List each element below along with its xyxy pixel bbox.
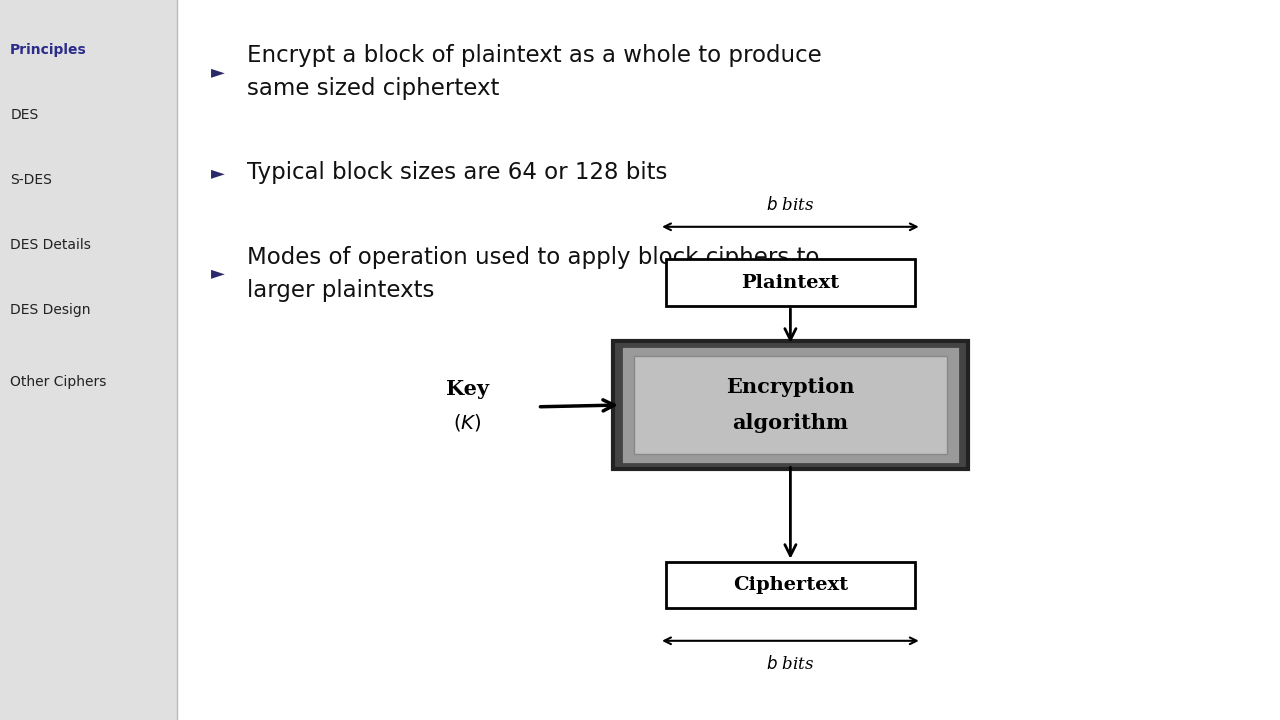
Bar (666, 562, 915, 608)
Bar (634, 356, 947, 454)
Text: Plaintext: Plaintext (741, 274, 840, 292)
Bar (666, 259, 915, 306)
Bar (613, 341, 968, 469)
Text: Encrypt a block of plaintext as a whole to produce
same sized ciphertext: Encrypt a block of plaintext as a whole … (247, 44, 822, 100)
Text: ►: ► (211, 163, 224, 181)
Text: $b$ bits: $b$ bits (767, 196, 814, 214)
Text: $b$ bits: $b$ bits (767, 655, 814, 673)
Text: Principles: Principles (10, 43, 87, 58)
Text: Ciphertext: Ciphertext (733, 576, 847, 594)
Text: ►: ► (211, 265, 224, 282)
Text: S-DES: S-DES (10, 173, 52, 187)
Text: Modes of operation used to apply block ciphers to
larger plaintexts: Modes of operation used to apply block c… (247, 246, 819, 302)
Text: Other Ciphers: Other Ciphers (10, 374, 106, 389)
Text: Encryption: Encryption (726, 377, 855, 397)
Text: DES Details: DES Details (10, 238, 91, 252)
Text: DES: DES (10, 108, 38, 122)
Text: Key: Key (445, 379, 489, 399)
Text: DES Design: DES Design (10, 302, 91, 317)
Bar (0, 0, 177, 720)
Text: algorithm: algorithm (732, 413, 849, 433)
Bar (621, 346, 960, 464)
Text: Typical block sizes are 64 or 128 bits: Typical block sizes are 64 or 128 bits (247, 161, 667, 184)
Text: ►: ► (211, 63, 224, 81)
Text: $(K)$: $(K)$ (453, 412, 481, 433)
